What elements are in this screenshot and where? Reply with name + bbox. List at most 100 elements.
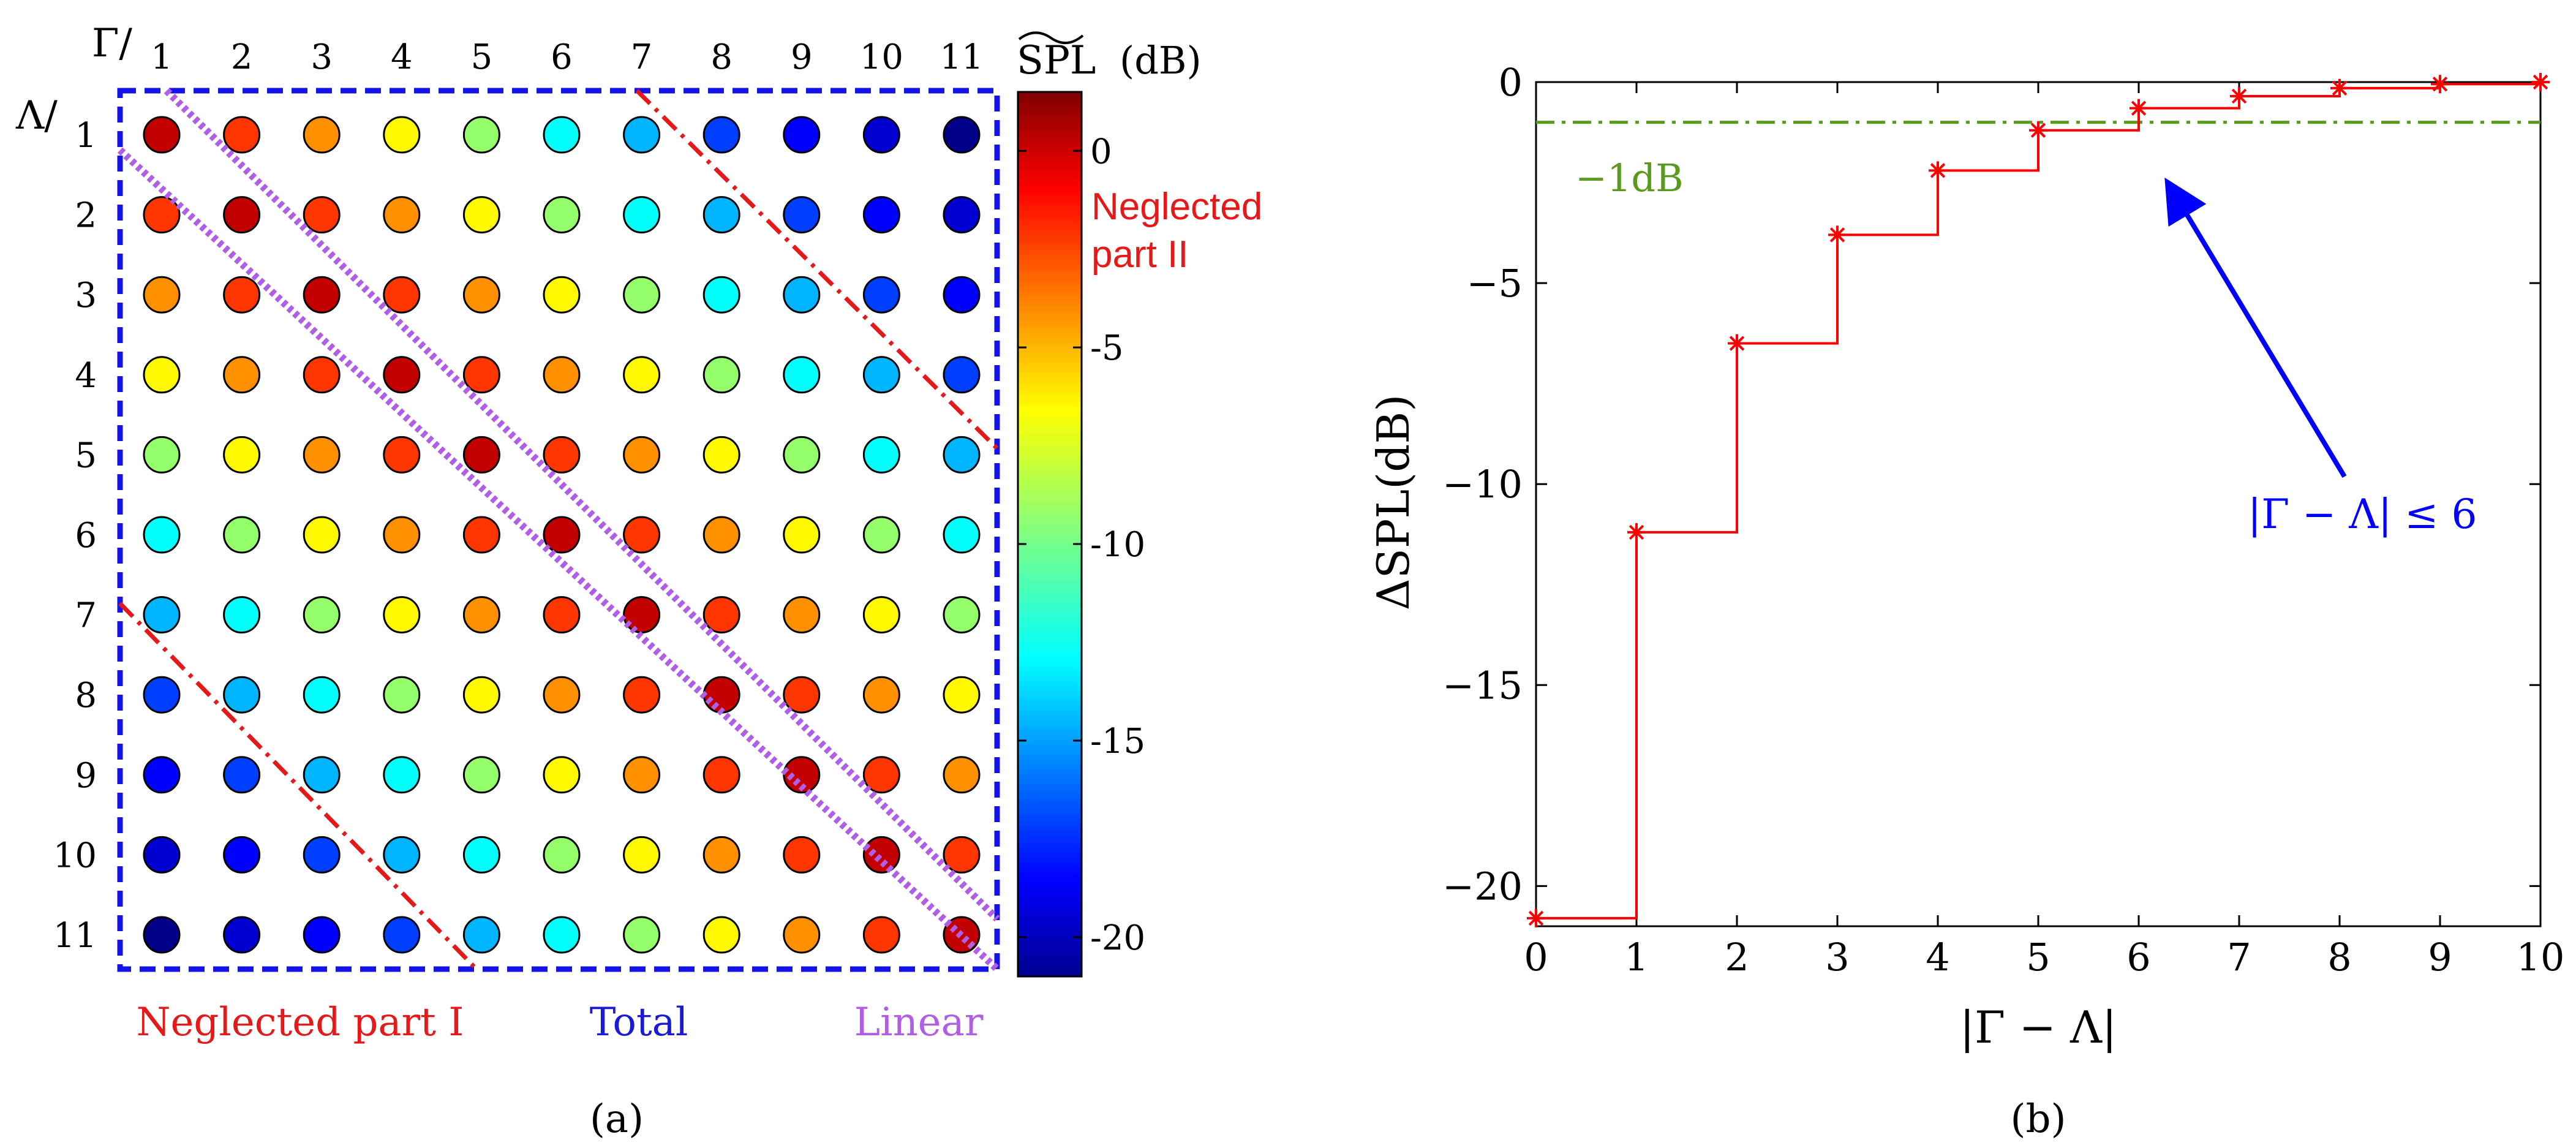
heatmap-cell <box>862 276 900 314</box>
heatmap-cell <box>462 916 500 954</box>
x-tick-label: 10 <box>2517 935 2565 980</box>
heatmap-cell <box>862 756 900 794</box>
panel-b-step-plot: 0 −5 −10 −15 −20 0 1 2 3 4 5 6 7 8 9 10 −1dB |Γ − Λ| ≤… <box>1368 60 2564 1142</box>
x-tick-label: 6 <box>2126 935 2150 980</box>
delta-spl-marker <box>2330 78 2349 97</box>
heatmap-cell <box>862 196 900 234</box>
delta-spl-marker <box>1828 225 1847 244</box>
heatmap-cell <box>702 516 740 554</box>
x-tick-label: 8 <box>2327 935 2351 980</box>
heatmap-cell <box>143 116 181 154</box>
heatmap-cell <box>223 196 261 234</box>
heatmap-cell <box>623 276 661 314</box>
delta-spl-marker <box>2230 86 2248 105</box>
heatmap-cell <box>862 676 900 714</box>
gamma-tick-label: 6 <box>551 37 573 77</box>
delta-spl-markers <box>1527 73 2550 927</box>
heatmap-cell <box>303 116 341 154</box>
heatmap-cell <box>462 196 500 234</box>
delta-spl-marker <box>1929 161 1947 180</box>
heatmap-cell <box>543 676 581 714</box>
neglected-part-i-label: Neglected part I <box>137 1000 464 1045</box>
delta-spl-marker <box>2431 75 2449 94</box>
heatmap-cell <box>143 356 181 394</box>
heatmap-cell <box>702 196 740 234</box>
heatmap-cell <box>702 116 740 154</box>
heatmap-cell <box>862 916 900 954</box>
arrow-annotation-label: |Γ − Λ| ≤ 6 <box>2248 491 2477 538</box>
heatmap-cell <box>702 276 740 314</box>
lambda-tick-label: 5 <box>75 436 97 475</box>
heatmap-cell <box>623 516 661 554</box>
heatmap-cell <box>943 196 981 234</box>
lambda-axis-label: Λ/ <box>15 93 58 138</box>
heatmap-cell <box>303 196 341 234</box>
heatmap-cell <box>462 276 500 314</box>
gamma-tick-label: 9 <box>791 37 813 77</box>
gamma-tick-label: 4 <box>391 37 413 77</box>
heatmap-cell <box>383 436 421 474</box>
linear-lower-line <box>117 147 1000 972</box>
heatmap-cell <box>223 676 261 714</box>
heatmap-cell <box>143 676 181 714</box>
colorbar-title-tilde <box>1018 31 1084 44</box>
lambda-tick-label: 2 <box>75 196 97 236</box>
lambda-tick-label: 9 <box>75 756 97 796</box>
delta-spl-marker <box>2029 121 2047 140</box>
heatmap-cell <box>462 596 500 634</box>
heatmap-cell <box>303 836 341 874</box>
caption-a: (a) <box>590 1097 644 1142</box>
gamma-tick-label: 3 <box>311 37 333 77</box>
heatmap-cell <box>783 516 821 554</box>
heatmap-cell <box>862 116 900 154</box>
heatmap-cell <box>783 916 821 954</box>
heatmap-cell <box>462 676 500 714</box>
heatmap-cell <box>223 276 261 314</box>
heatmap-cell <box>702 436 740 474</box>
heatmap-cell <box>223 836 261 874</box>
gamma-tick-labels: 1 2 3 4 5 6 7 8 9 10 11 <box>151 37 983 77</box>
heatmap-cell <box>862 436 900 474</box>
lambda-tick-label: 4 <box>75 356 97 396</box>
heatmap-cell <box>783 596 821 634</box>
neglected-part-i-line <box>118 602 478 971</box>
y-axis-label: ΔSPL(dB) <box>1368 395 1419 611</box>
heatmap-cell <box>223 596 261 634</box>
x-tick-label: 4 <box>1926 935 1949 980</box>
heatmap-cell <box>303 356 341 394</box>
heatmap-cell <box>862 596 900 634</box>
total-region-box <box>117 88 1000 972</box>
heatmap-cell <box>223 356 261 394</box>
heatmap-cell <box>143 196 181 234</box>
heatmap-cell <box>143 516 181 554</box>
y-tick-label: 0 <box>1499 60 1523 105</box>
heatmap-cell <box>623 676 661 714</box>
gamma-tick-label: 7 <box>631 37 653 77</box>
lambda-tick-label: 3 <box>75 276 97 315</box>
heatmap-cell <box>383 916 421 954</box>
heatmap-cell <box>543 276 581 314</box>
lambda-tick-label: 6 <box>75 516 97 556</box>
heatmap-cell <box>543 596 581 634</box>
heatmap-cell <box>943 276 981 314</box>
neglected-part-ii-label-line1: Neglected <box>1091 186 1262 228</box>
lambda-tick-label: 1 <box>75 116 97 156</box>
colorbar-tick-label: -20 <box>1090 918 1145 958</box>
heatmap-cell <box>303 916 341 954</box>
annotation-arrow <box>2164 177 2347 478</box>
heatmap-cell <box>623 836 661 874</box>
heatmap-cell <box>143 436 181 474</box>
colorbar-tick-label: -5 <box>1090 328 1124 368</box>
heatmap-cell <box>543 196 581 234</box>
heatmap-cell <box>943 676 981 714</box>
y-tick-label: −10 <box>1442 462 1523 507</box>
heatmap-cell <box>223 516 261 554</box>
minus-1db-label: −1dB <box>1575 156 1684 200</box>
heatmap-cell <box>462 836 500 874</box>
heatmap-cell <box>702 596 740 634</box>
bubble-grid <box>143 116 981 954</box>
heatmap-cell <box>462 116 500 154</box>
lambda-tick-label: 11 <box>53 916 97 956</box>
